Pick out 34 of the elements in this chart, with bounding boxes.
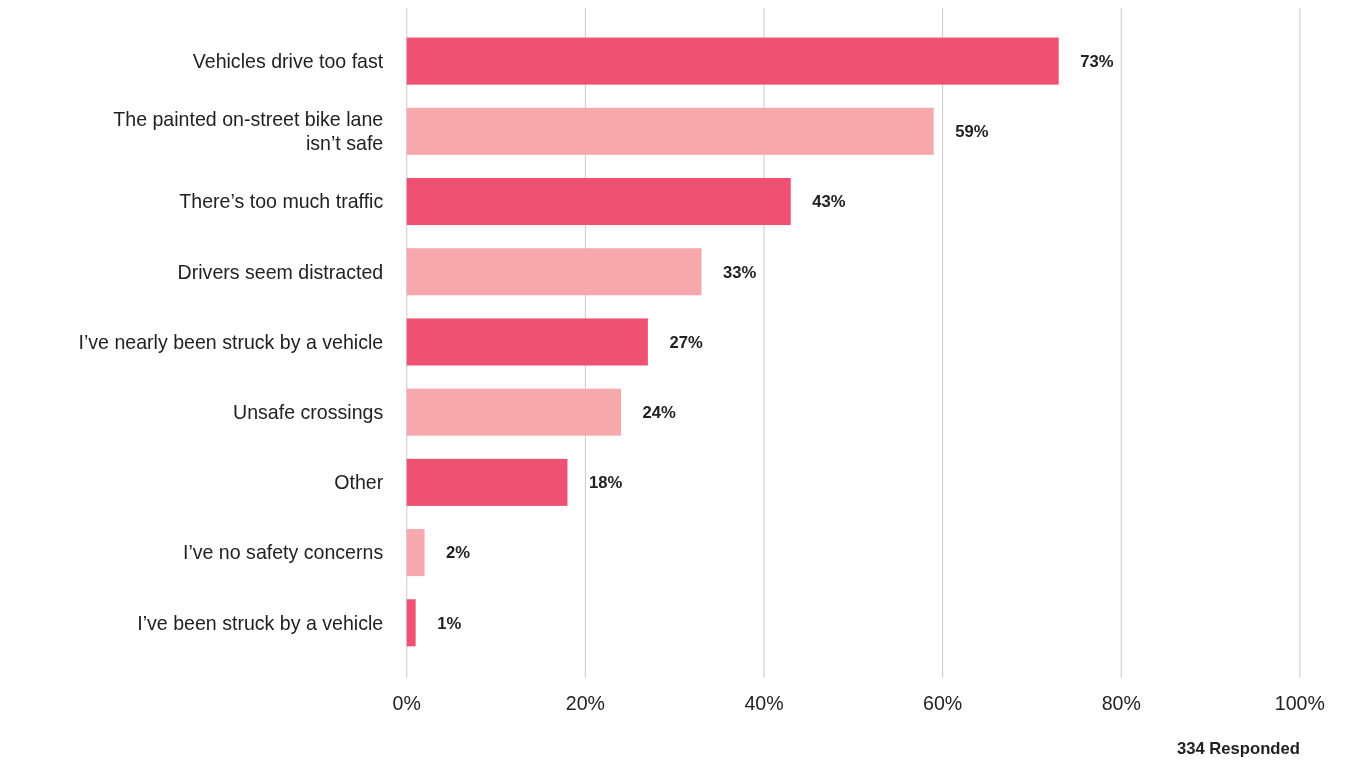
data-label: 33% [723,262,757,282]
data-label: 1% [437,613,462,633]
y-tick-label: Unsafe crossings [233,401,384,424]
bar [406,599,416,647]
bar [406,37,1059,85]
bar [406,107,934,155]
text: 334 Responded [1176,739,1300,759]
bar [406,248,702,296]
data-label: 2% [446,543,471,563]
y-tick-label: Other [334,471,384,494]
y-tick-label: Vehicles drive too fast [192,49,384,72]
data-label: 24% [642,402,677,422]
data-label: 18% [589,473,623,493]
data-label: 73% [1080,51,1114,71]
x-tick-label: 40% [744,692,784,715]
data-label: 59% [955,122,989,142]
x-tick-label: 0% [392,692,421,715]
y-tick-label: I’ve been struck by a vehicle [137,611,384,634]
y-tick-label: There’s too much traffic [179,190,384,213]
y-tick-label: I’ve no safety concerns [182,541,384,564]
bar [406,458,568,506]
x-tick-label: 80% [1101,692,1141,715]
y-tick-label: Drivers seem distracted [177,260,384,283]
y-tick-label: I’ve nearly been struck by a vehicle [78,330,384,353]
x-tick-label: 100% [1274,692,1325,715]
bar [406,178,791,226]
bar [406,529,425,577]
bar [406,318,648,366]
x-tick-label: 60% [923,692,963,715]
bar [406,388,622,436]
y-tick-label: The painted on-street bike lane isn’t safe [113,108,384,154]
data-label: 27% [669,332,703,352]
x-tick-label: 20% [565,692,605,715]
data-label: 43% [812,192,846,212]
